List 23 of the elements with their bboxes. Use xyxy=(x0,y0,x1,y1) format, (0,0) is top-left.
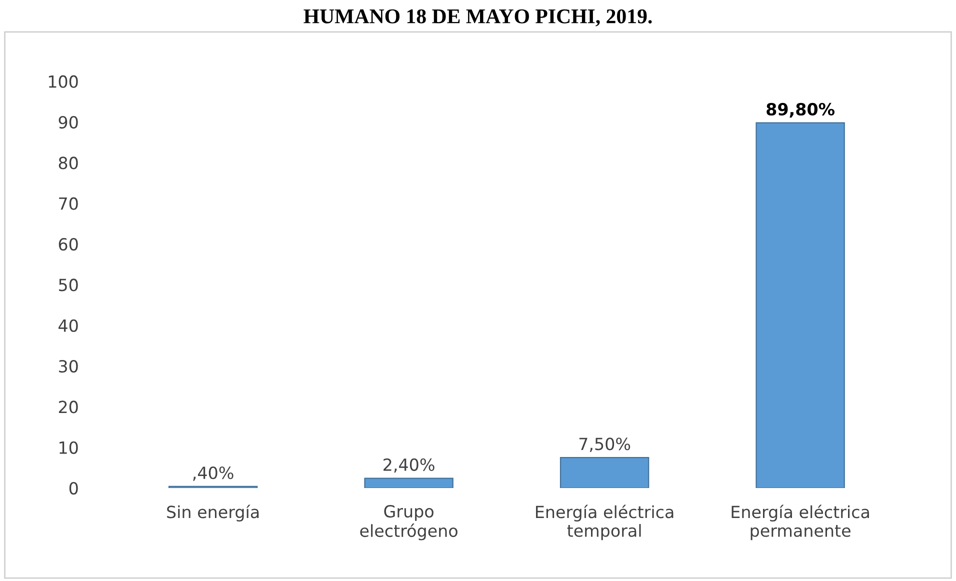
y-tick-label: 90 xyxy=(58,116,78,129)
y-tick-label: 0 xyxy=(69,482,78,495)
x-tick-label: Grupo electrógeno xyxy=(360,505,458,540)
data-label: 7,50% xyxy=(579,438,630,452)
y-tick-label: 100 xyxy=(48,75,78,88)
bar xyxy=(560,456,650,488)
data-label: ,40% xyxy=(193,466,234,481)
y-tick-label: 20 xyxy=(58,400,78,414)
y-tick-label: 50 xyxy=(59,278,78,292)
y-tick-label: 70 xyxy=(59,197,78,210)
data-label: 2,40% xyxy=(384,458,434,473)
y-tick-label: 60 xyxy=(58,238,78,251)
bar xyxy=(364,478,454,488)
x-tick-label: Sin energía xyxy=(167,504,259,522)
y-tick-label: 10 xyxy=(60,441,78,454)
x-tick-label: Energía eléctrica permanente xyxy=(732,504,869,540)
y-tick-label: 40 xyxy=(58,319,78,332)
chart-title: HUMANO 18 DE MAYO PICHI, 2019. xyxy=(304,9,652,26)
data-label: 89,80% xyxy=(766,102,834,118)
x-tick-label: Energía eléctrica temporal xyxy=(536,504,674,540)
bar xyxy=(756,122,845,488)
y-tick-label: 30 xyxy=(58,360,78,373)
y-tick-label: 80 xyxy=(58,156,78,170)
